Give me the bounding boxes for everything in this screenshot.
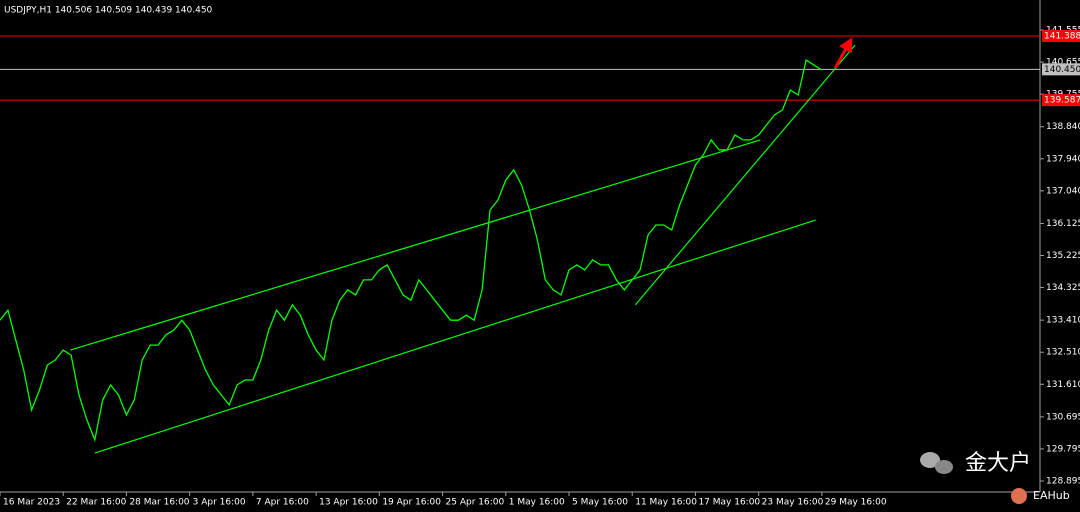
x-tick-label: 1 May 16:00 [509, 498, 565, 508]
x-tick-label: 22 Mar 16:00 [66, 498, 126, 508]
y-tick-label: 134.325 [1046, 283, 1080, 293]
watermark-text: 金大户 [965, 451, 1031, 476]
y-tick-label: 138.840 [1046, 122, 1080, 132]
y-tick-label: 132.510 [1046, 348, 1080, 358]
y-tick-label: 130.695 [1046, 412, 1080, 422]
level-label: 140.450 [1044, 65, 1080, 75]
level-label: 139.587 [1044, 96, 1080, 106]
x-tick-label: 28 Mar 16:00 [129, 498, 189, 508]
trend-line [634, 44, 856, 306]
wechat-icon [920, 452, 940, 468]
x-tick-label: 17 May 16:00 [698, 498, 760, 508]
arrow-head [839, 37, 853, 54]
y-tick-label: 137.940 [1046, 154, 1080, 164]
x-tick-label: 25 Apr 16:00 [446, 498, 505, 508]
wechat-icon [935, 460, 953, 474]
y-tick-label: 131.610 [1046, 380, 1080, 390]
y-tick-label: 128.895 [1046, 476, 1080, 486]
x-tick-label: 19 Apr 16:00 [382, 498, 441, 508]
level-label-box [1042, 94, 1080, 107]
y-tick-label: 135.225 [1046, 251, 1080, 261]
x-tick-label: 16 Mar 2023 [3, 498, 60, 508]
x-tick-label: 23 May 16:00 [762, 498, 824, 508]
x-tick-label: 13 Apr 16:00 [319, 498, 378, 508]
y-tick-label: 137.040 [1046, 186, 1080, 196]
level-label: 141.388 [1044, 31, 1080, 41]
x-tick-label: 7 Apr 16:00 [256, 498, 309, 508]
chart-title: USDJPY,H1 140.506 140.509 140.439 140.45… [4, 6, 213, 16]
trend-line [94, 219, 816, 454]
source-icon [1011, 488, 1027, 504]
y-tick-label: 140.655 [1046, 58, 1080, 68]
y-tick-label: 133.410 [1046, 316, 1080, 326]
x-tick-label: 29 May 16:00 [825, 498, 887, 508]
y-tick-label: 136.125 [1046, 219, 1080, 229]
y-tick-label: 129.795 [1046, 444, 1080, 454]
level-label-box [1042, 63, 1080, 76]
x-tick-label: 5 May 16:00 [572, 498, 628, 508]
x-tick-label: 3 Apr 16:00 [193, 498, 246, 508]
trend-line [70, 139, 761, 351]
watermark: 金大户 EAHub [920, 451, 1070, 504]
price-line [0, 59, 823, 443]
x-tick-label: 11 May 16:00 [635, 498, 697, 508]
watermark-source: EAHub [1033, 489, 1070, 502]
level-label-box [1042, 29, 1080, 42]
